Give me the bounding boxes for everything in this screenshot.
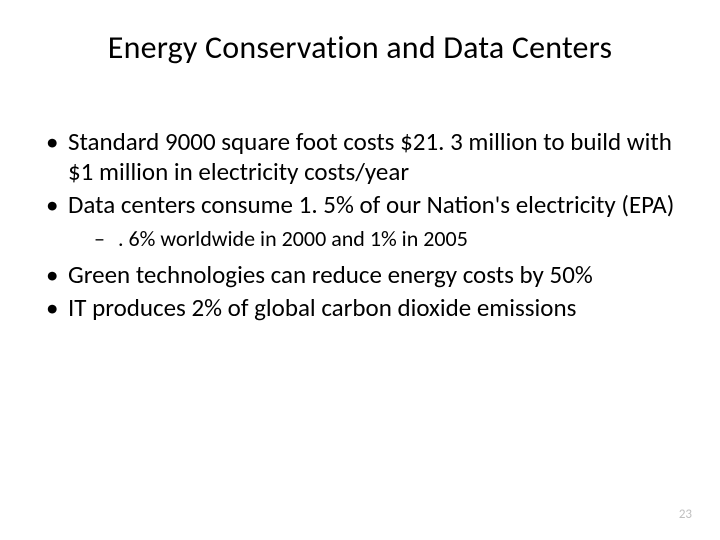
bullet-text: Standard 9000 square foot costs $21. 3 m…	[68, 126, 672, 187]
sub-bullet-text: . 6% worldwide in 2000 and 1% in 2005	[118, 225, 468, 252]
bullet-item: Standard 9000 square foot costs $21. 3 m…	[44, 127, 684, 186]
bullet-text: IT produces 2% of global carbon dioxide …	[68, 292, 576, 323]
bullet-text: Data centers consume 1. 5% of our Nation…	[68, 189, 674, 220]
page-number: 23	[679, 507, 692, 522]
slide-title: Energy Conservation and Data Centers	[36, 28, 684, 67]
bullet-list: Standard 9000 square foot costs $21. 3 m…	[44, 127, 684, 323]
sub-bullet-item: . 6% worldwide in 2000 and 1% in 2005	[68, 226, 684, 252]
slide-content: Standard 9000 square foot costs $21. 3 m…	[36, 127, 684, 323]
bullet-item: Data centers consume 1. 5% of our Nation…	[44, 190, 684, 252]
bullet-text: Green technologies can reduce energy cos…	[68, 259, 593, 290]
slide-container: Energy Conservation and Data Centers Sta…	[0, 0, 720, 540]
sub-bullet-list: . 6% worldwide in 2000 and 1% in 2005	[68, 226, 684, 252]
bullet-item: IT produces 2% of global carbon dioxide …	[44, 293, 684, 323]
bullet-item: Green technologies can reduce energy cos…	[44, 260, 684, 290]
